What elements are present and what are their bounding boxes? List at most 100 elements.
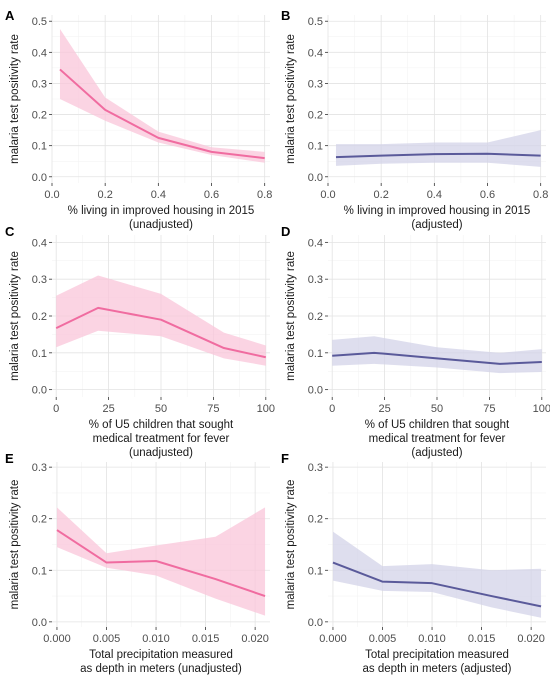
y-axis-label: malaria test positivity rate (285, 480, 297, 610)
x-tick-label: 0.8 (533, 189, 548, 201)
panel-letter: A (5, 8, 15, 23)
y-axis-label: malaria test positivity rate (285, 251, 297, 381)
x-tick-label: 0.015 (192, 633, 220, 645)
y-tick-label: 0.0 (32, 385, 47, 397)
x-tick-label: 0.005 (369, 633, 397, 645)
y-tick-label: 0.2 (308, 311, 323, 323)
y-tick-label: 0.1 (308, 141, 323, 153)
y-tick-label: 0.0 (308, 617, 323, 629)
y-tick-label: 0.3 (32, 78, 47, 90)
y-axis-label: malaria test positivity rate (9, 480, 21, 610)
y-axis-label: malaria test positivity rate (9, 251, 21, 381)
y-tick-label: 0.1 (32, 141, 47, 153)
x-tick-label: 0.4 (427, 189, 442, 201)
series-line (332, 351, 542, 365)
x-axis-label: as depth in meters (unadjusted) (80, 663, 242, 675)
x-axis-label: (adjusted) (411, 447, 462, 459)
y-tick-label: 0.2 (308, 110, 323, 122)
y-tick-label: 0.4 (32, 237, 47, 249)
confidence-band (59, 29, 265, 163)
x-tick-label: 0.000 (319, 633, 347, 645)
series-line (59, 68, 265, 160)
y-axis-label: malaria test positivity rate (9, 34, 21, 164)
x-axis-label: % of U5 children that sought (89, 419, 234, 431)
y-tick-label: 0.5 (308, 16, 323, 28)
panel-f: 0.000 0.005 0.010 0.015 0.020 0.0 0.1 0.2 0.3 mal… (281, 451, 546, 675)
x-axis-label: Total precipitation measured (89, 649, 233, 661)
y-tick-label: 0.3 (32, 462, 47, 474)
x-tick-label: 0.005 (93, 633, 121, 645)
x-axis-label: % of U5 children that sought (365, 419, 510, 431)
y-tick-label: 0.2 (308, 514, 323, 526)
series-line (56, 529, 266, 598)
y-tick-label: 0.4 (308, 47, 323, 59)
x-tick-label: 75 (207, 403, 219, 415)
panel-letter: B (281, 8, 290, 23)
y-tick-label: 0.3 (32, 274, 47, 286)
x-tick-label: 100 (533, 403, 550, 415)
y-tick-label: 0.1 (32, 348, 47, 360)
x-tick-label: 25 (102, 403, 114, 415)
x-tick-label: 0.000 (43, 633, 71, 645)
confidence-band (335, 130, 541, 167)
x-axis-label: medical treatment for fever (369, 433, 506, 445)
x-tick-label: 0.0 (44, 189, 59, 201)
y-axis-label: malaria test positivity rate (285, 34, 297, 164)
x-tick-label: 75 (483, 403, 495, 415)
y-tick-label: 0.3 (308, 274, 323, 286)
y-tick-label: 0.1 (308, 348, 323, 360)
series-line (55, 306, 267, 359)
y-tick-label: 0.1 (308, 565, 323, 577)
y-tick-label: 0.2 (32, 311, 47, 323)
x-tick-label: 0 (329, 403, 335, 415)
panel-c: 0 25 50 75 100 0.0 0.1 0.2 0.3 0.4 malaria test po… (5, 224, 275, 459)
y-tick-label: 0.0 (32, 172, 47, 184)
x-tick-label: 50 (155, 403, 167, 415)
panel-b: 0.0 0.2 0.4 0.6 0.8 0.0 0.1 0.2 0.3 0.4 0.5 malaria… (281, 8, 548, 231)
x-tick-label: 0.6 (480, 189, 495, 201)
series-line (335, 152, 541, 159)
x-tick-label: 0.020 (241, 633, 269, 645)
x-axis-label: medical treatment for fever (93, 433, 230, 445)
x-axis-label: as depth in meters (adjusted) (363, 663, 512, 675)
y-tick-label: 0.0 (308, 172, 323, 184)
panel-letter: E (5, 451, 14, 466)
y-tick-label: 0.0 (308, 385, 323, 397)
panel-d: 0 25 50 75 100 0.0 0.1 0.2 0.3 0.4 malaria test po… (281, 224, 550, 459)
panel-letter: C (5, 224, 15, 239)
x-tick-label: 0.8 (257, 189, 272, 201)
y-tick-label: 0.2 (32, 514, 47, 526)
panel-letter: F (281, 451, 289, 466)
x-tick-label: 0.0 (320, 189, 335, 201)
x-tick-label: 0.020 (517, 633, 545, 645)
x-axis-label: Total precipitation measured (365, 649, 509, 661)
x-tick-label: 0.010 (418, 633, 446, 645)
x-tick-label: 100 (257, 403, 275, 415)
x-axis-label: (adjusted) (411, 219, 462, 231)
panel-letter: D (281, 224, 290, 239)
y-tick-label: 0.4 (308, 237, 323, 249)
x-axis-label: (unadjusted) (129, 447, 193, 459)
x-tick-label: 0.4 (151, 189, 166, 201)
y-tick-label: 0.4 (32, 47, 47, 59)
panel-e: 0.000 0.005 0.010 0.015 0.020 0.0 0.1 0.2 0.3 mal… (5, 451, 270, 675)
x-tick-label: 50 (431, 403, 443, 415)
y-tick-label: 0.3 (308, 462, 323, 474)
x-tick-label: 0.015 (468, 633, 496, 645)
x-tick-label: 25 (378, 403, 390, 415)
x-tick-label: 0.2 (98, 189, 113, 201)
panel-a: 0.0 0.2 0.4 0.6 0.8 0.0 0.1 0.2 0.3 0.4 0.5 malaria… (5, 8, 272, 231)
x-axis-label: % living in improved housing in 2015 (68, 205, 255, 217)
y-tick-label: 0.1 (32, 565, 47, 577)
x-tick-label: 0.2 (374, 189, 389, 201)
x-tick-label: 0.010 (142, 633, 170, 645)
x-tick-label: 0 (53, 403, 59, 415)
x-tick-label: 0.6 (204, 189, 219, 201)
y-tick-label: 0.5 (32, 16, 47, 28)
series-line (332, 561, 542, 608)
y-tick-label: 0.0 (32, 617, 47, 629)
y-tick-label: 0.2 (32, 110, 47, 122)
x-axis-label: (unadjusted) (129, 219, 193, 231)
y-tick-label: 0.3 (308, 78, 323, 90)
